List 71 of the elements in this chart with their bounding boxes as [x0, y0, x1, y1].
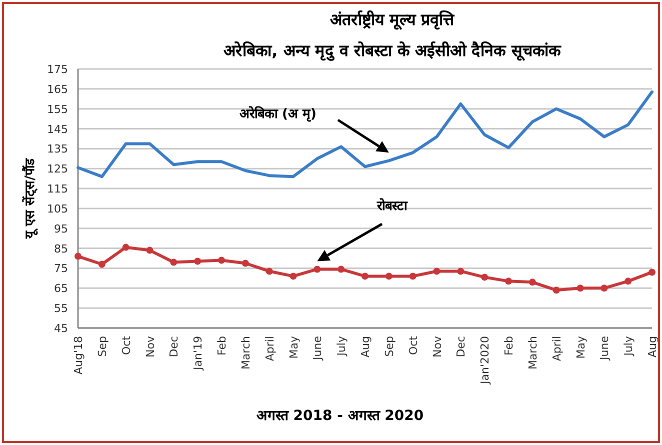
- point: [170, 258, 178, 266]
- x-tick-label: Oct: [120, 335, 133, 356]
- point: [552, 286, 560, 294]
- point: [194, 258, 202, 265]
- y-tick-label: 75: [54, 262, 68, 276]
- point: [362, 272, 368, 280]
- point: [146, 246, 154, 254]
- y-tick-label: 45: [54, 322, 68, 335]
- y-tick-label: 85: [54, 242, 68, 256]
- point: [600, 284, 608, 292]
- point: [457, 268, 464, 275]
- point: [433, 268, 440, 275]
- y-axis-title: यू एस सेंट्स/पौंड: [22, 158, 38, 240]
- point: [576, 284, 584, 292]
- x-tick-label: June: [311, 336, 324, 361]
- text: रोबस्टा: [376, 198, 408, 214]
- x-tick-label: May: [287, 336, 300, 359]
- point: [314, 266, 321, 273]
- y-tick-label: 145: [47, 122, 68, 136]
- y-tick-label: 105: [47, 202, 68, 216]
- y-tick-label: 155: [47, 102, 68, 116]
- point: [481, 274, 488, 281]
- x-tick-label: April: [263, 336, 276, 362]
- point: [528, 278, 536, 286]
- x-tick-label: Feb: [216, 336, 228, 356]
- x-tick-label: Nov: [144, 336, 157, 358]
- point: [290, 272, 297, 280]
- x-tick-label: Sep: [382, 336, 396, 357]
- point: [648, 268, 656, 276]
- x-tick-label: Aug: [646, 336, 659, 358]
- x-tick-label: Aug'18: [72, 336, 85, 374]
- x-tick-label: Nov: [430, 336, 444, 358]
- text: अरेबिका (अ मृ): [240, 106, 316, 122]
- x-tick-label: Jan'2020: [478, 336, 492, 385]
- y-tick-label: 135: [47, 142, 68, 156]
- x-tick-label: June: [598, 336, 612, 361]
- x-tick-label: May: [574, 336, 588, 359]
- point: [409, 272, 416, 280]
- x-tick-label: Dec: [168, 336, 181, 358]
- x-tick-label: March: [526, 336, 540, 370]
- point: [98, 260, 106, 268]
- point: [338, 266, 345, 273]
- y-tick-label: 125: [47, 162, 68, 176]
- x-tick-label: March: [239, 336, 252, 370]
- point: [266, 268, 273, 275]
- x-tick-label: Feb: [502, 336, 516, 356]
- x-tick-label: April: [550, 336, 564, 362]
- point: [505, 278, 512, 285]
- line-series: [76, 90, 654, 178]
- x-tick-label: Jan'19: [192, 336, 205, 371]
- x-tick-label: July: [335, 336, 348, 357]
- point: [122, 244, 130, 251]
- y-tick-label: 115: [47, 182, 68, 196]
- x-tick-label: Sep: [96, 336, 109, 357]
- point: [218, 256, 225, 264]
- x-axis-title: अगस्त 2018 - अगस्त 2020: [256, 408, 424, 424]
- y-tick-label: 65: [54, 282, 68, 296]
- point: [242, 260, 249, 267]
- y-tick-label: 165: [47, 82, 68, 96]
- x-tick-label: Oct: [406, 335, 420, 356]
- chart-subtitle: अरेबिका, अन्य मृदु व रोबस्टा के अईसीओ दैनिक सूचकांक: [224, 41, 562, 61]
- y-tick-label: 175: [47, 63, 68, 76]
- point: [74, 252, 82, 260]
- x-tick-label: Aug: [359, 336, 372, 358]
- point: [624, 278, 632, 285]
- x-tick-label: July: [622, 336, 636, 357]
- point: [385, 272, 392, 280]
- x-tick-label: Dec: [454, 336, 468, 358]
- y-tick-label: 55: [54, 302, 68, 316]
- chart-title: अंतर्राष्ट्रीय मूल्य प्रवृत्ति: [330, 10, 456, 30]
- y-tick-label: 95: [54, 222, 68, 236]
